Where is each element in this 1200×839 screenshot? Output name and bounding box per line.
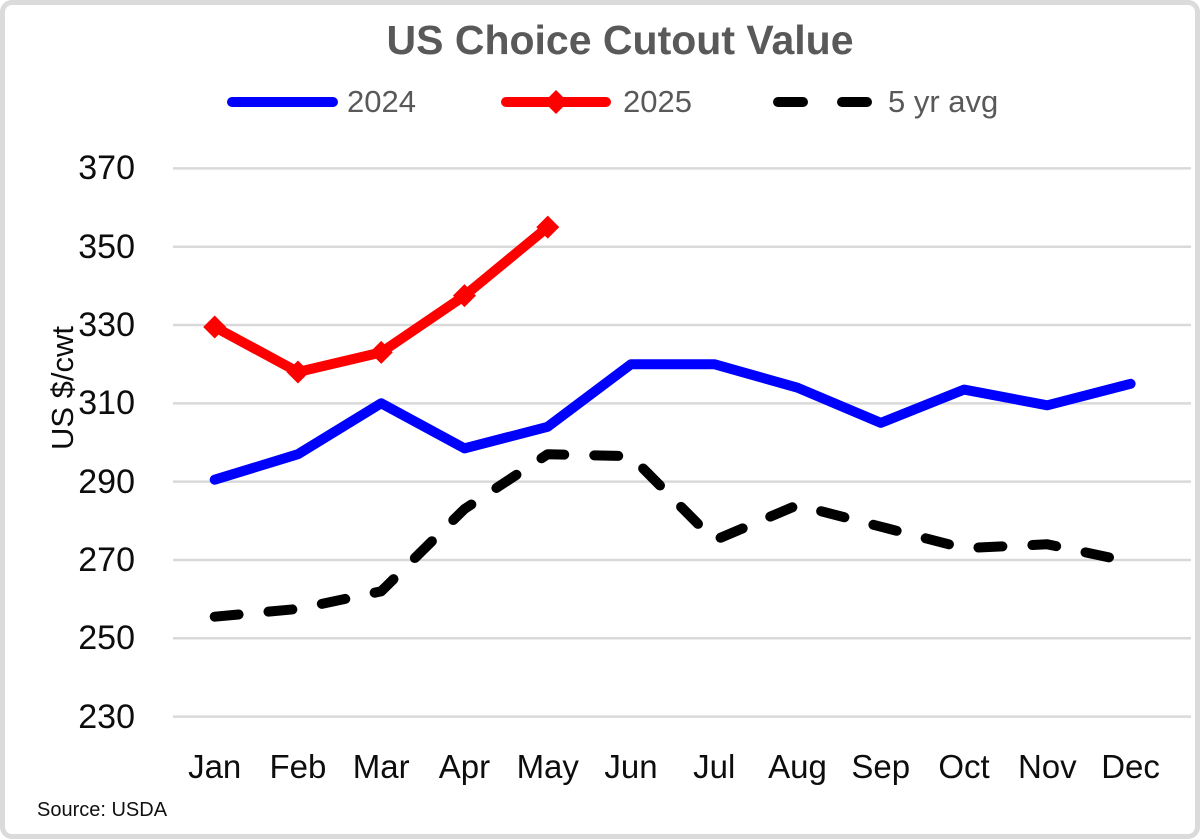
legend-item-2024: 2024	[227, 83, 416, 121]
y-tick-label-350: 350	[78, 227, 135, 266]
diamond-marker-icon	[286, 360, 310, 384]
legend-swatch-5yr-dash	[773, 97, 808, 107]
x-tick-label-sep: Sep	[851, 748, 911, 785]
series-line-2024	[209, 359, 1136, 485]
x-tick-label-mar: Mar	[352, 748, 410, 785]
x-tick-label-apr: Apr	[438, 748, 491, 785]
x-tick-label-feb: Feb	[269, 748, 327, 785]
chart-title: US Choice Cutout Value	[386, 17, 854, 63]
diamond-marker-icon	[452, 284, 476, 308]
diamond-marker-icon	[203, 315, 227, 339]
y-tick-label-230: 230	[78, 697, 135, 736]
legend-item-2025: 2025	[501, 83, 692, 121]
legend-item-5yr-avg: 5 yr avg	[773, 83, 998, 121]
y-tick-label-310: 310	[78, 384, 135, 423]
x-tick-label-may: May	[516, 748, 579, 785]
legend-swatch-2025-line	[501, 89, 611, 115]
y-tick-label-330: 330	[78, 306, 135, 345]
x-tick-label-oct: Oct	[938, 748, 990, 785]
y-tick-label-270: 270	[78, 540, 135, 579]
y-tick-label-370: 370	[78, 149, 135, 188]
x-tick-label-dec: Dec	[1101, 748, 1160, 785]
legend-label-2024: 2024	[347, 84, 416, 119]
legend-swatch-5yr-dash	[837, 97, 872, 107]
x-tick-label-jul: Jul	[693, 748, 736, 785]
y-tick-label-290: 290	[78, 462, 135, 501]
diamond-marker-icon	[536, 215, 560, 239]
series-line-5-yr-avg	[209, 449, 1136, 622]
x-tick-label-aug: Aug	[768, 748, 827, 785]
legend-label-2025: 2025	[623, 84, 692, 119]
diamond-marker-icon	[369, 340, 393, 364]
x-tick-label-jan: Jan	[188, 748, 242, 785]
legend-swatch-2024-line	[227, 97, 338, 107]
legend-label-5yr-avg: 5 yr avg	[888, 84, 999, 119]
line-chart-canvas	[173, 167, 1191, 718]
chart-legend: 2024 2025 5 yr avg	[5, 83, 1195, 121]
x-tick-label-jun: Jun	[604, 748, 658, 785]
source-note: Source: USDA	[37, 799, 168, 821]
y-tick-label-250: 250	[78, 619, 135, 658]
x-tick-label-nov: Nov	[1017, 748, 1077, 785]
